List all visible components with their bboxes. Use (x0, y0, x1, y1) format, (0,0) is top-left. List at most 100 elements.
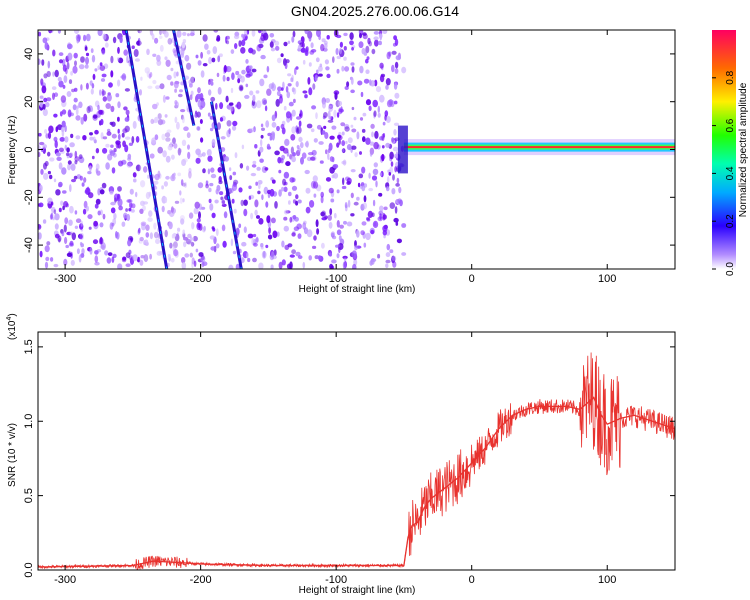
spectrogram-noise-blob (343, 56, 347, 61)
spectrogram-noise-blob (147, 85, 153, 90)
spectrogram-noise-blob (385, 252, 391, 258)
spectrogram-noise-blob (282, 178, 287, 186)
spectrogram-noise-blob (393, 100, 398, 105)
spectrogram-noise-blob (52, 217, 55, 221)
spectrogram-noise-blob (122, 140, 126, 148)
spectrogram-noise-blob (206, 50, 211, 55)
spectrogram-noise-blob (336, 253, 340, 259)
spectrogram-noise-blob (294, 67, 297, 76)
spectrogram-noise-blob (129, 188, 134, 195)
spectrogram-noise-blob (309, 200, 315, 208)
spectrogram-noise-blob (329, 208, 333, 216)
spectrogram-noise-blob (164, 31, 169, 38)
spectrogram-noise-blob (127, 239, 132, 247)
spectrogram-noise-blob (166, 74, 172, 81)
spectrogram-noise-blob (58, 52, 64, 56)
spectrogram-noise-blob (252, 257, 257, 263)
spectrogram-noise-blob (101, 73, 107, 78)
spectrogram-noise-blob (188, 212, 194, 219)
spectrogram-noise-blob (39, 141, 45, 146)
spectrogram-noise-blob (351, 128, 357, 133)
spectrogram-noise-blob (338, 138, 341, 145)
spectrogram-noise-blob (117, 79, 121, 87)
spectrogram-noise-blob (328, 252, 333, 257)
spectrogram-noise-blob (382, 225, 388, 233)
spectrogram-noise-blob (256, 166, 261, 171)
spectrogram-noise-blob (246, 165, 250, 171)
spectrogram-noise-blob (164, 114, 168, 118)
spectrogram-noise-blob (360, 230, 365, 236)
spectrogram-noise-blob (357, 182, 361, 188)
spectrogram-noise-blob (81, 182, 85, 187)
spectrogram-noise-blob (285, 161, 291, 167)
spectrogram-y-axis: -40 -20 0 20 40 (23, 48, 675, 253)
spectrogram-noise-blob (264, 167, 269, 171)
spectrogram-noise-blob (154, 116, 159, 122)
spectrogram-noise-blob (54, 233, 60, 239)
spectrogram-noise-blob (212, 46, 218, 55)
spectrogram-noise-blob (361, 184, 366, 192)
spectrogram-noise-blob (259, 78, 265, 87)
spectrogram-noise-blob (80, 117, 84, 125)
spectrogram-noise-blob (382, 121, 386, 126)
spectrogram-noise-blob (131, 45, 135, 49)
spectrogram-noise-blob (99, 89, 102, 96)
spectrogram-noise-blob (182, 31, 187, 36)
spectrogram-noise-blob (165, 155, 171, 163)
spectrogram-noise-blob (295, 251, 301, 257)
spectrogram-noise-blob (194, 201, 200, 209)
spectrogram-noise-blob (139, 89, 143, 96)
spectrogram-noise-blob (97, 104, 100, 111)
spectrogram-noise-blob (370, 123, 375, 129)
spectrogram-noise-blob (86, 106, 91, 114)
spectrogram-noise-blob (123, 49, 128, 56)
spectrogram-noise-blob (174, 88, 178, 93)
spectrogram-noise-blob (249, 65, 253, 70)
spectrogram-noise-blob (284, 62, 288, 70)
spectrogram-noise-blob (372, 99, 379, 108)
spectrogram-noise-blob (263, 74, 268, 79)
spectrogram-noise-blob (280, 123, 285, 130)
spectrogram-noise-blob (290, 134, 296, 141)
spectrogram-noise-blob (283, 105, 287, 111)
spectrogram-noise-blob (282, 81, 285, 90)
snr-y-axis: 0.0 0.5 1.0 1.5 (23, 339, 675, 578)
spectrogram-noise-blob (146, 48, 150, 55)
spectrogram-noise-blob (207, 112, 211, 117)
spectrogram-noise-blob (38, 31, 42, 37)
spectrogram-noise-blob (391, 255, 397, 261)
spectrogram-noise-blob (159, 83, 165, 90)
spectrogram-noise-blob (41, 59, 45, 66)
spectrogram-noise-blob (183, 241, 187, 248)
spectrogram-noise-blob (318, 65, 323, 72)
spectrogram-noise-blob (264, 105, 268, 112)
spectrogram-noise-blob (123, 106, 128, 111)
spectrogram-noise-blob (125, 136, 131, 140)
spectrogram-noise-blob (73, 175, 78, 180)
spectrogram-noise-blob (386, 116, 391, 123)
spectrogram-noise-blob (358, 41, 364, 49)
spectrogram-noise-blob (346, 81, 350, 88)
spectrogram-noise-blob (61, 109, 67, 115)
spectrogram-noise-blob (180, 47, 185, 56)
spectrogram-noise-blob (61, 120, 66, 128)
snr-x-tick-label: -100 (325, 574, 347, 586)
spectrogram-noise-blob (181, 257, 186, 264)
spectrogram-noise-blob (283, 171, 290, 179)
spectrogram-noise-blob (241, 33, 245, 38)
spectrogram-noise-blob (219, 102, 224, 110)
spectrogram-noise-blob (204, 43, 209, 50)
spectrogram-noise-blob (125, 109, 130, 116)
spectrogram-noise-blob (339, 224, 344, 229)
spectrogram-noise-blob (172, 137, 176, 144)
spectrogram-noise-blob (337, 134, 343, 141)
spectrogram-noise-blob (49, 30, 54, 33)
spectrogram-noise-blob (49, 157, 55, 162)
spectrogram-noise-blob (314, 74, 318, 82)
spectrogram-noise-blob (207, 155, 213, 162)
spectrogram-noise-blob (241, 144, 245, 150)
spectrogram-noise-blob (267, 132, 272, 137)
spectrogram-noise-blob (88, 226, 92, 230)
snr-series-line (38, 396, 675, 568)
spectrogram-noise-blob (344, 126, 350, 132)
